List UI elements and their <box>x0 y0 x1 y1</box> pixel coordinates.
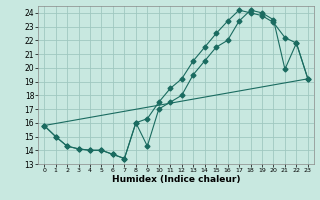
X-axis label: Humidex (Indice chaleur): Humidex (Indice chaleur) <box>112 175 240 184</box>
